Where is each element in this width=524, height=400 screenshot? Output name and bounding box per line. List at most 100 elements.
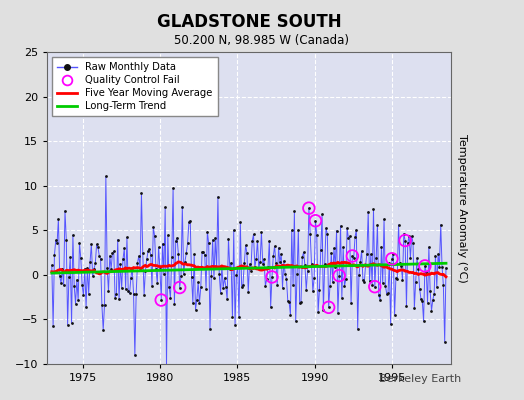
Point (335, 272, 343, 279)
Point (424, 244, 433, 250)
Point (179, 271, 188, 277)
Point (111, 294, 119, 301)
Point (340, 283, 348, 289)
Point (345, 233, 354, 240)
Point (245, 261, 254, 267)
Point (122, 286, 130, 292)
Point (413, 255, 421, 261)
Point (162, 364, 171, 370)
Point (308, 261, 316, 268)
Point (360, 279, 368, 285)
Point (330, 245, 338, 252)
Point (352, 226, 361, 233)
Point (431, 252, 440, 259)
Point (315, 287, 324, 293)
Point (132, 290, 140, 297)
Point (86, 259, 94, 265)
Point (150, 233, 159, 239)
Point (210, 275, 218, 281)
Point (289, 282, 297, 288)
Point (106, 252, 114, 259)
Point (324, 304, 333, 310)
Point (365, 278, 374, 284)
Point (439, 282, 447, 288)
Point (435, 264, 444, 270)
Point (191, 306, 200, 313)
Point (335, 272, 343, 279)
Point (378, 280, 387, 286)
Point (441, 339, 449, 345)
Point (248, 238, 256, 244)
Point (339, 244, 347, 250)
Point (79, 292, 88, 298)
Point (90, 266, 98, 272)
Point (51, 237, 60, 244)
Point (257, 229, 266, 236)
Point (426, 288, 434, 295)
Point (226, 265, 234, 272)
Point (319, 307, 328, 313)
Point (148, 283, 156, 289)
Point (433, 284, 441, 290)
Point (304, 205, 313, 211)
Point (149, 224, 158, 230)
Point (74, 297, 82, 304)
Point (324, 304, 333, 310)
Point (169, 185, 177, 191)
Point (91, 260, 100, 267)
Point (87, 241, 95, 248)
Point (269, 253, 278, 260)
Point (215, 271, 223, 277)
Point (75, 240, 84, 246)
Point (211, 235, 220, 242)
Point (124, 288, 133, 295)
Point (299, 249, 308, 256)
Point (260, 256, 268, 263)
Point (199, 248, 208, 255)
Point (100, 302, 108, 308)
Point (145, 245, 154, 252)
Point (157, 297, 166, 303)
Point (107, 266, 115, 272)
Point (65, 273, 73, 280)
Point (188, 274, 196, 280)
Point (112, 291, 121, 297)
Point (298, 254, 307, 260)
Point (81, 265, 89, 272)
Point (186, 218, 194, 224)
Point (398, 277, 407, 283)
Point (436, 222, 445, 228)
Point (321, 260, 329, 267)
Point (392, 275, 400, 282)
Point (127, 274, 135, 281)
Point (277, 251, 286, 257)
Point (123, 234, 131, 240)
Point (393, 276, 401, 282)
Point (48, 262, 56, 268)
Point (209, 237, 217, 243)
Point (84, 290, 93, 297)
Point (273, 282, 281, 288)
Point (363, 250, 371, 257)
Point (198, 249, 206, 255)
Point (108, 250, 117, 256)
Point (239, 282, 247, 288)
Point (102, 173, 110, 180)
Point (429, 297, 437, 303)
Point (268, 274, 276, 280)
Point (401, 237, 409, 244)
Point (231, 321, 239, 328)
Point (95, 252, 103, 259)
Point (278, 284, 287, 291)
Point (311, 218, 320, 224)
Point (217, 264, 226, 270)
Point (57, 280, 65, 286)
Point (219, 285, 227, 291)
Point (153, 280, 161, 286)
Point (50, 252, 59, 258)
Point (265, 238, 274, 244)
Point (291, 318, 300, 324)
Point (165, 284, 173, 290)
Point (323, 231, 332, 237)
Point (280, 258, 288, 264)
